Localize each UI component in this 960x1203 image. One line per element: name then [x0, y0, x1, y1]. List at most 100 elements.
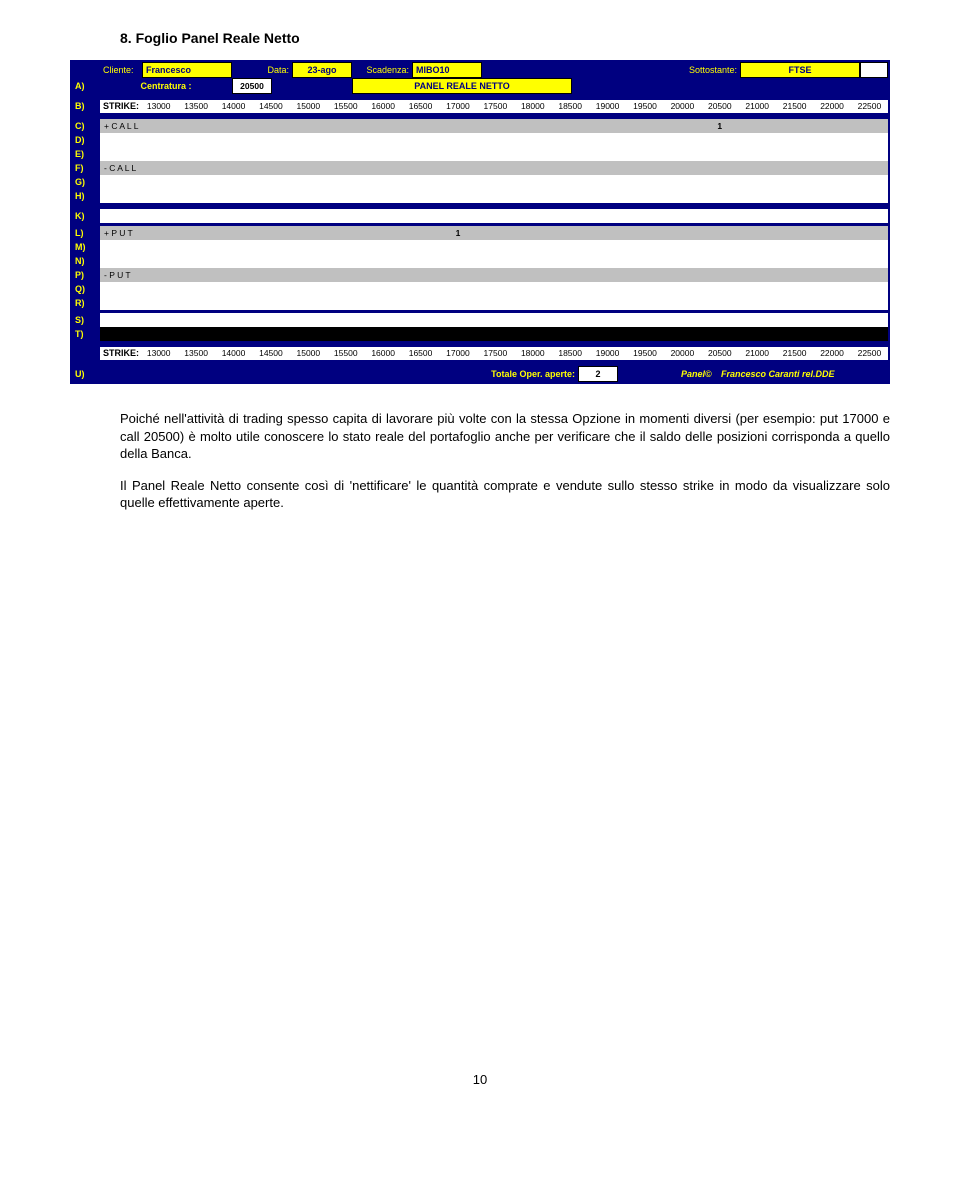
strike-val: 19500 — [626, 100, 663, 113]
strike-val: 14500 — [252, 100, 289, 113]
header-end-box — [860, 62, 888, 78]
strike-val: 13500 — [177, 347, 214, 360]
row-strikes-bottom: STRIKE: 13000 13500 14000 14500 15000 15… — [72, 347, 888, 360]
row-r: R) — [72, 296, 888, 310]
row-g: G) — [72, 175, 888, 189]
row-c: C) + C A L L 1 — [72, 119, 888, 133]
row-b-strikes: B) STRIKE: 13000 13500 14000 14500 15000… — [72, 100, 888, 113]
strike-val: 15500 — [327, 100, 364, 113]
cliente-value: Francesco — [142, 62, 232, 78]
strike-val: 20500 — [701, 100, 738, 113]
centratura-label: Centratura : — [100, 78, 232, 94]
scadenza-label: Scadenza: — [352, 62, 412, 78]
totale-value: 2 — [578, 366, 618, 382]
minus-call-label: - C A L L — [100, 161, 140, 175]
plus-put-value: 1 — [439, 226, 476, 240]
row-n-label: N) — [72, 254, 100, 268]
strike-val: 22000 — [813, 347, 850, 360]
strike-val: 17500 — [477, 347, 514, 360]
strike-val: 21500 — [776, 347, 813, 360]
row-u-label: U) — [72, 366, 100, 382]
strike-val: 21500 — [776, 100, 813, 113]
strike-val: 13000 — [140, 100, 177, 113]
row-q: Q) — [72, 282, 888, 296]
panel-reale-netto: Cliente: Francesco Data: 23-ago Scadenza… — [70, 60, 890, 384]
strike-val: 14000 — [215, 100, 252, 113]
paragraph-2: Il Panel Reale Netto consente così di 'n… — [120, 477, 890, 512]
row-m: M) — [72, 240, 888, 254]
strike-val: 15500 — [327, 347, 364, 360]
sottostante-label: Sottostante: — [482, 62, 740, 78]
strike-val: 13500 — [177, 100, 214, 113]
strike-val: 19000 — [589, 100, 626, 113]
row-q-label: Q) — [72, 282, 100, 296]
row-d-label: D) — [72, 133, 100, 147]
strike-val: 19500 — [626, 347, 663, 360]
credit-name: Francesco Caranti rel.DDE — [718, 366, 888, 382]
cliente-label: Cliente: — [100, 62, 142, 78]
row-e-label: E) — [72, 147, 100, 161]
row-g-label: G) — [72, 175, 100, 189]
row-n: N) — [72, 254, 888, 268]
row-b-label: B) — [72, 100, 100, 113]
scadenza-value: MIBO10 — [412, 62, 482, 78]
row-a-label: A) — [72, 78, 100, 94]
strike-val: 13000 — [140, 347, 177, 360]
strike-val: 14500 — [252, 347, 289, 360]
strike-label-bottom: STRIKE: — [100, 347, 140, 360]
strike-val: 14000 — [215, 347, 252, 360]
strike-val: 17500 — [477, 100, 514, 113]
row-t-black — [100, 327, 888, 341]
strike-val: 21000 — [739, 347, 776, 360]
row-f: F) - C A L L — [72, 161, 888, 175]
totale-label: Totale Oper. aperte: — [468, 366, 578, 382]
row-e: E) — [72, 147, 888, 161]
row-k-label: K) — [72, 209, 100, 223]
data-label: Data: — [232, 62, 292, 78]
row-t: T) — [72, 327, 888, 341]
row-c-label: C) — [72, 119, 100, 133]
minus-put-label: - P U T — [100, 268, 140, 282]
row-f-label: F) — [72, 161, 100, 175]
strike-val: 18500 — [551, 100, 588, 113]
row-a: A) Centratura : 20500 PANEL REALE NETTO — [72, 78, 888, 94]
row-d: D) — [72, 133, 888, 147]
panel-title-box: PANEL REALE NETTO — [352, 78, 572, 94]
credit-panel: Panel© — [678, 366, 718, 382]
row-p-label: P) — [72, 268, 100, 282]
strike-val: 20000 — [664, 100, 701, 113]
row-u-footer: U) Totale Oper. aperte: 2 Panel© Frances… — [72, 366, 888, 382]
plus-call-value: 1 — [701, 119, 738, 133]
row-s: S) — [72, 313, 888, 327]
row-k: K) — [72, 209, 888, 223]
row-s-label: S) — [72, 313, 100, 327]
strike-val: 17000 — [439, 347, 476, 360]
strike-val: 20000 — [664, 347, 701, 360]
strike-val: 19000 — [589, 347, 626, 360]
row-r-label: R) — [72, 296, 100, 310]
plus-put-label: + P U T — [100, 226, 140, 240]
strike-val: 18000 — [514, 347, 551, 360]
strike-val: 16500 — [402, 100, 439, 113]
strike-val: 21000 — [739, 100, 776, 113]
strike-label-top: STRIKE: — [100, 100, 140, 113]
plus-call-label: + C A L L — [100, 119, 140, 133]
section-title: 8. Foglio Panel Reale Netto — [120, 30, 890, 46]
header-row: Cliente: Francesco Data: 23-ago Scadenza… — [72, 62, 888, 78]
strike-val: 17000 — [439, 100, 476, 113]
strike-val: 16500 — [402, 347, 439, 360]
body-text: Poiché nell'attività di trading spesso c… — [120, 410, 890, 512]
strike-val: 16000 — [364, 100, 401, 113]
strike-val: 18000 — [514, 100, 551, 113]
row-h-label: H) — [72, 189, 100, 203]
centratura-value: 20500 — [232, 78, 272, 94]
data-value: 23-ago — [292, 62, 352, 78]
paragraph-1: Poiché nell'attività di trading spesso c… — [120, 410, 890, 463]
strike-val: 16000 — [364, 347, 401, 360]
strike-val: 22500 — [851, 347, 888, 360]
row-h: H) — [72, 189, 888, 203]
strike-val: 20500 — [701, 347, 738, 360]
strike-val: 22000 — [813, 100, 850, 113]
row-l: L) + P U T 1 — [72, 226, 888, 240]
header-spacer — [72, 62, 100, 78]
